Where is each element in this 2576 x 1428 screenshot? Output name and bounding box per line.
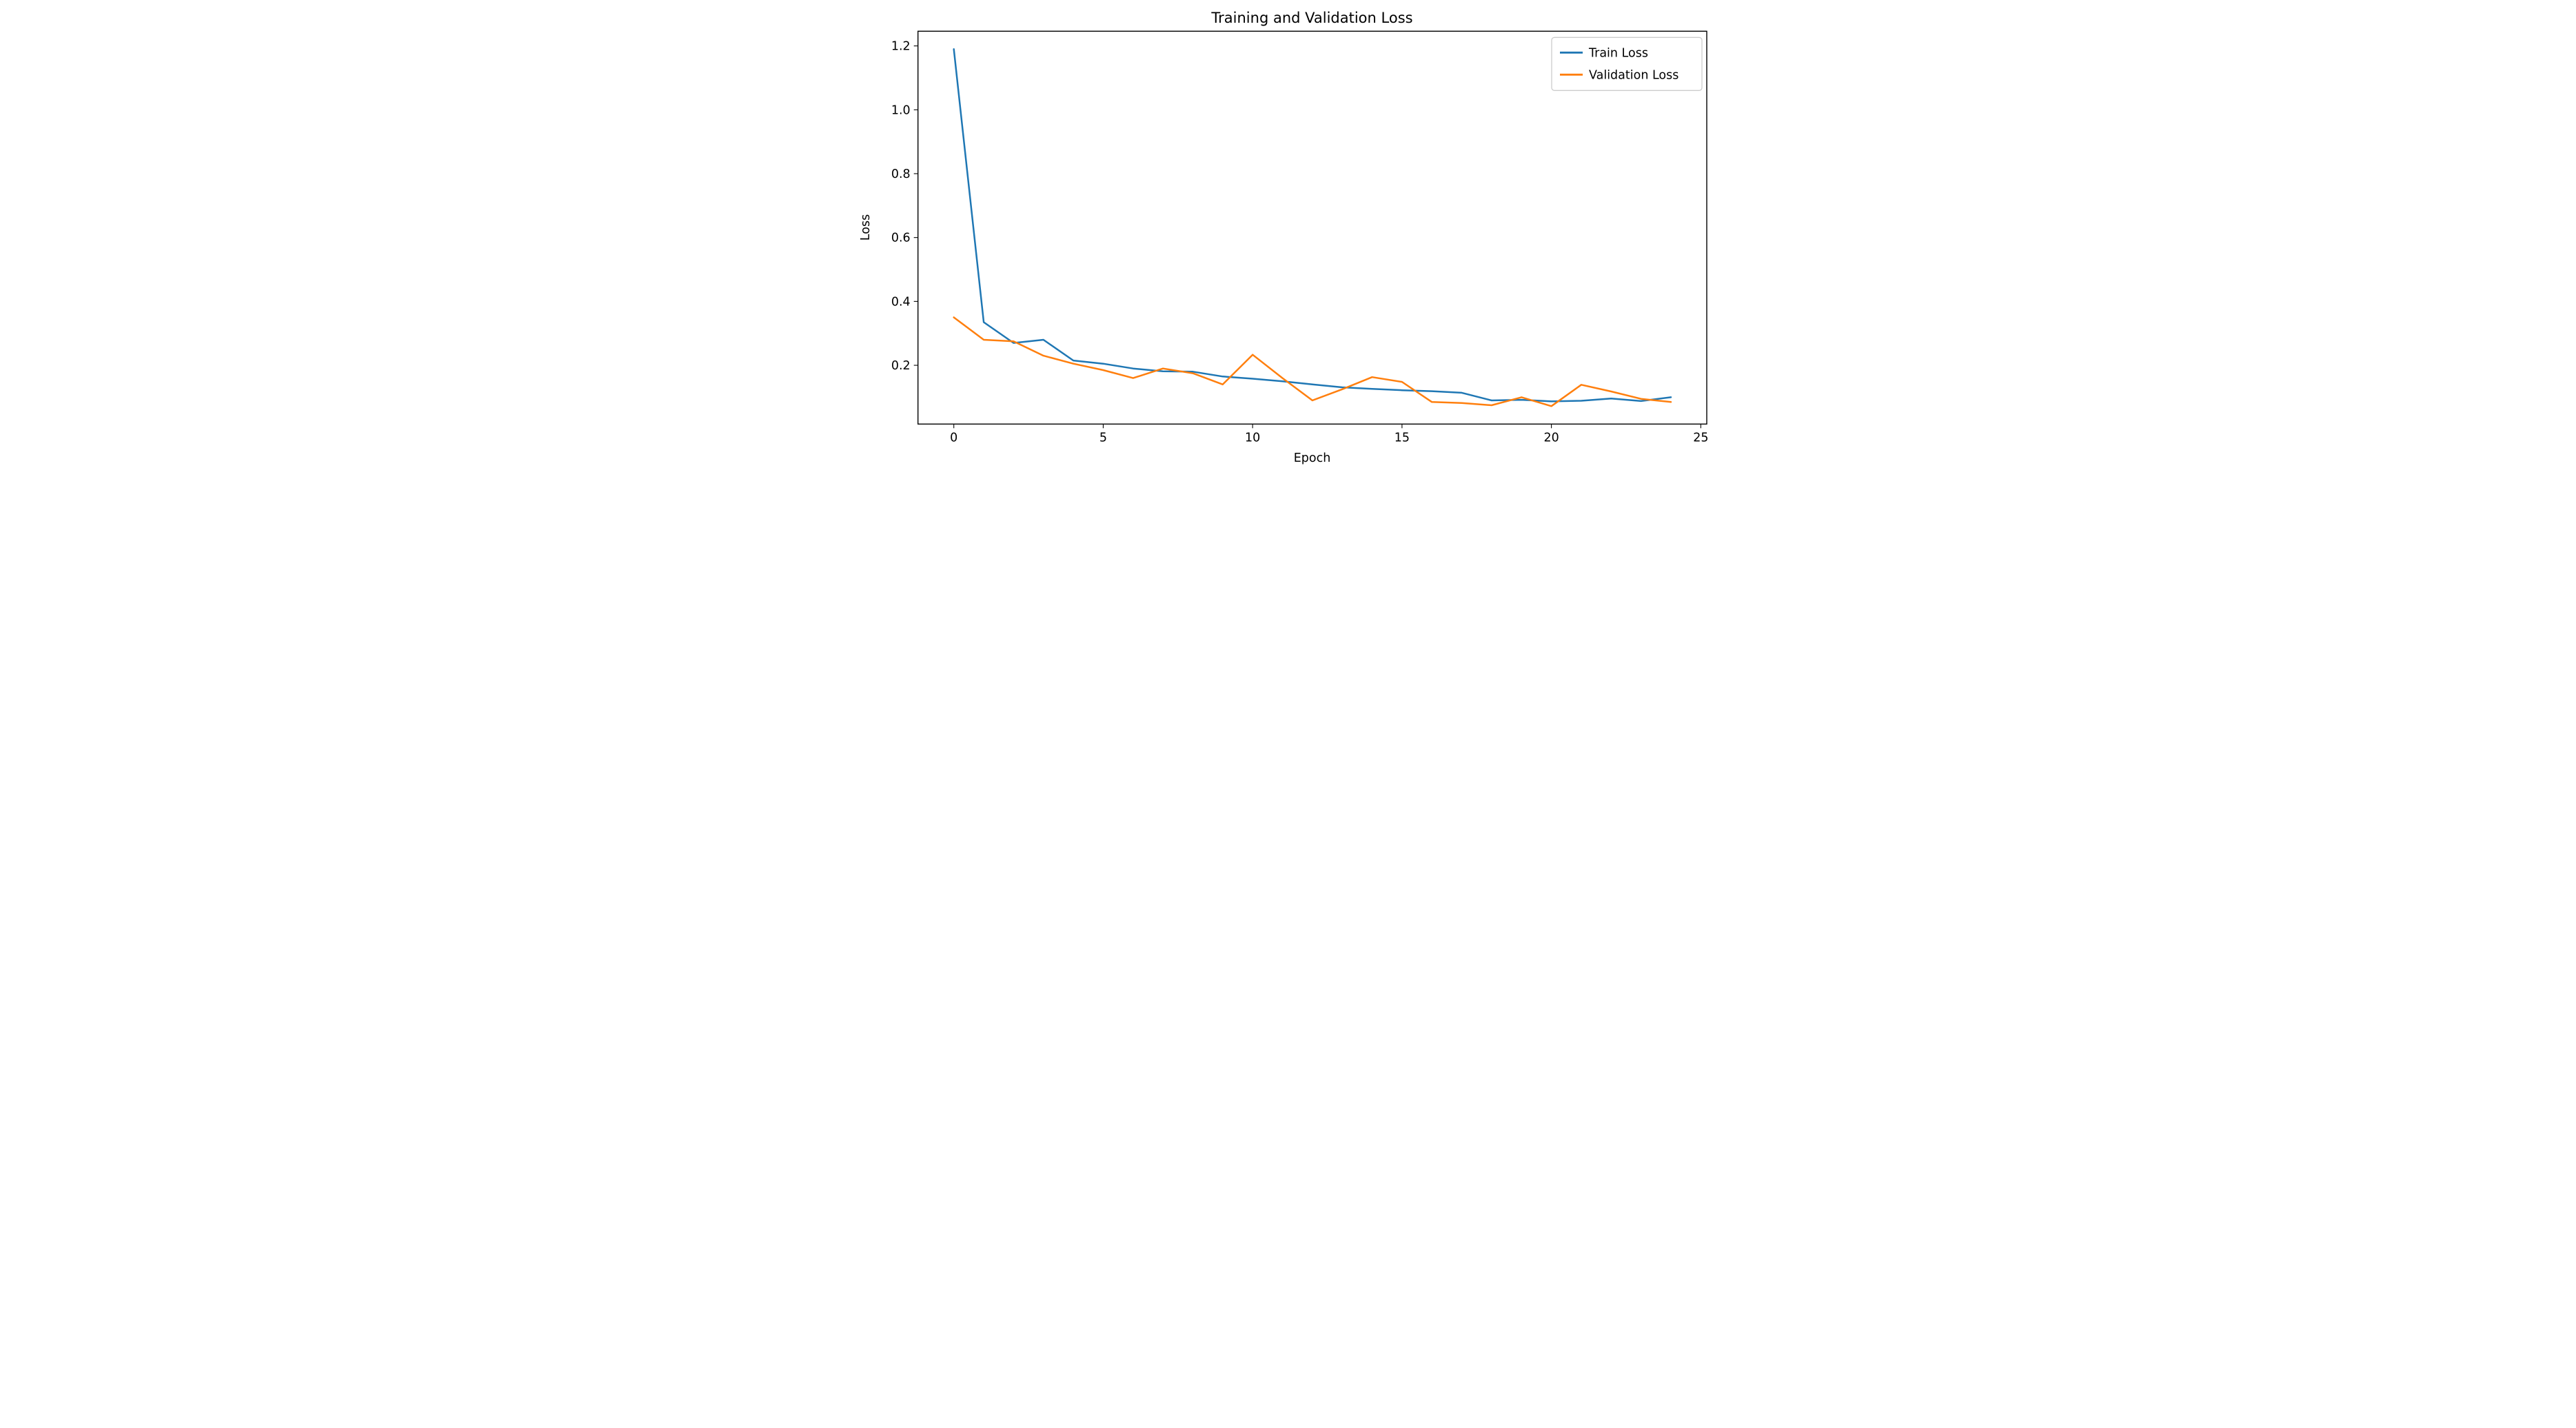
legend-box [1550,37,1703,91]
legend-label: Validation Loss [1589,68,1679,82]
y-tick-label: 0.2 [891,359,910,373]
y-axis-label: Loss [858,214,873,241]
x-tick-label: 0 [950,431,957,445]
chart-title: Training and Validation Loss [1211,10,1413,26]
x-tick-label: 20 [1543,431,1559,445]
series-line-validation-loss [952,316,1672,407]
y-tick-label: 0.6 [891,232,910,245]
legend-label: Train Loss [1588,46,1648,60]
loss-chart-figure: Training and Validation Loss 0 5 10 15 20 25 0… [858,0,1718,476]
y-tick-label: 1.0 [891,103,910,117]
x-axis-label: Epoch [1293,451,1331,465]
x-tick-label: 25 [1693,431,1708,445]
x-tick-label: 15 [1394,431,1409,445]
series-line-train-loss [952,48,1672,402]
y-tick-label: 1.2 [891,40,910,54]
x-tick-label: 10 [1245,431,1260,445]
plot-area: 0 5 10 15 20 25 0.2 0.4 0.6 0.8 1.0 1.2 Train Loss Va… [891,30,1708,445]
axes-spines [917,30,1707,425]
y-tick-label: 0.4 [891,295,910,309]
x-tick-label: 5 [1099,431,1106,445]
y-tick-label: 0.8 [891,167,910,181]
